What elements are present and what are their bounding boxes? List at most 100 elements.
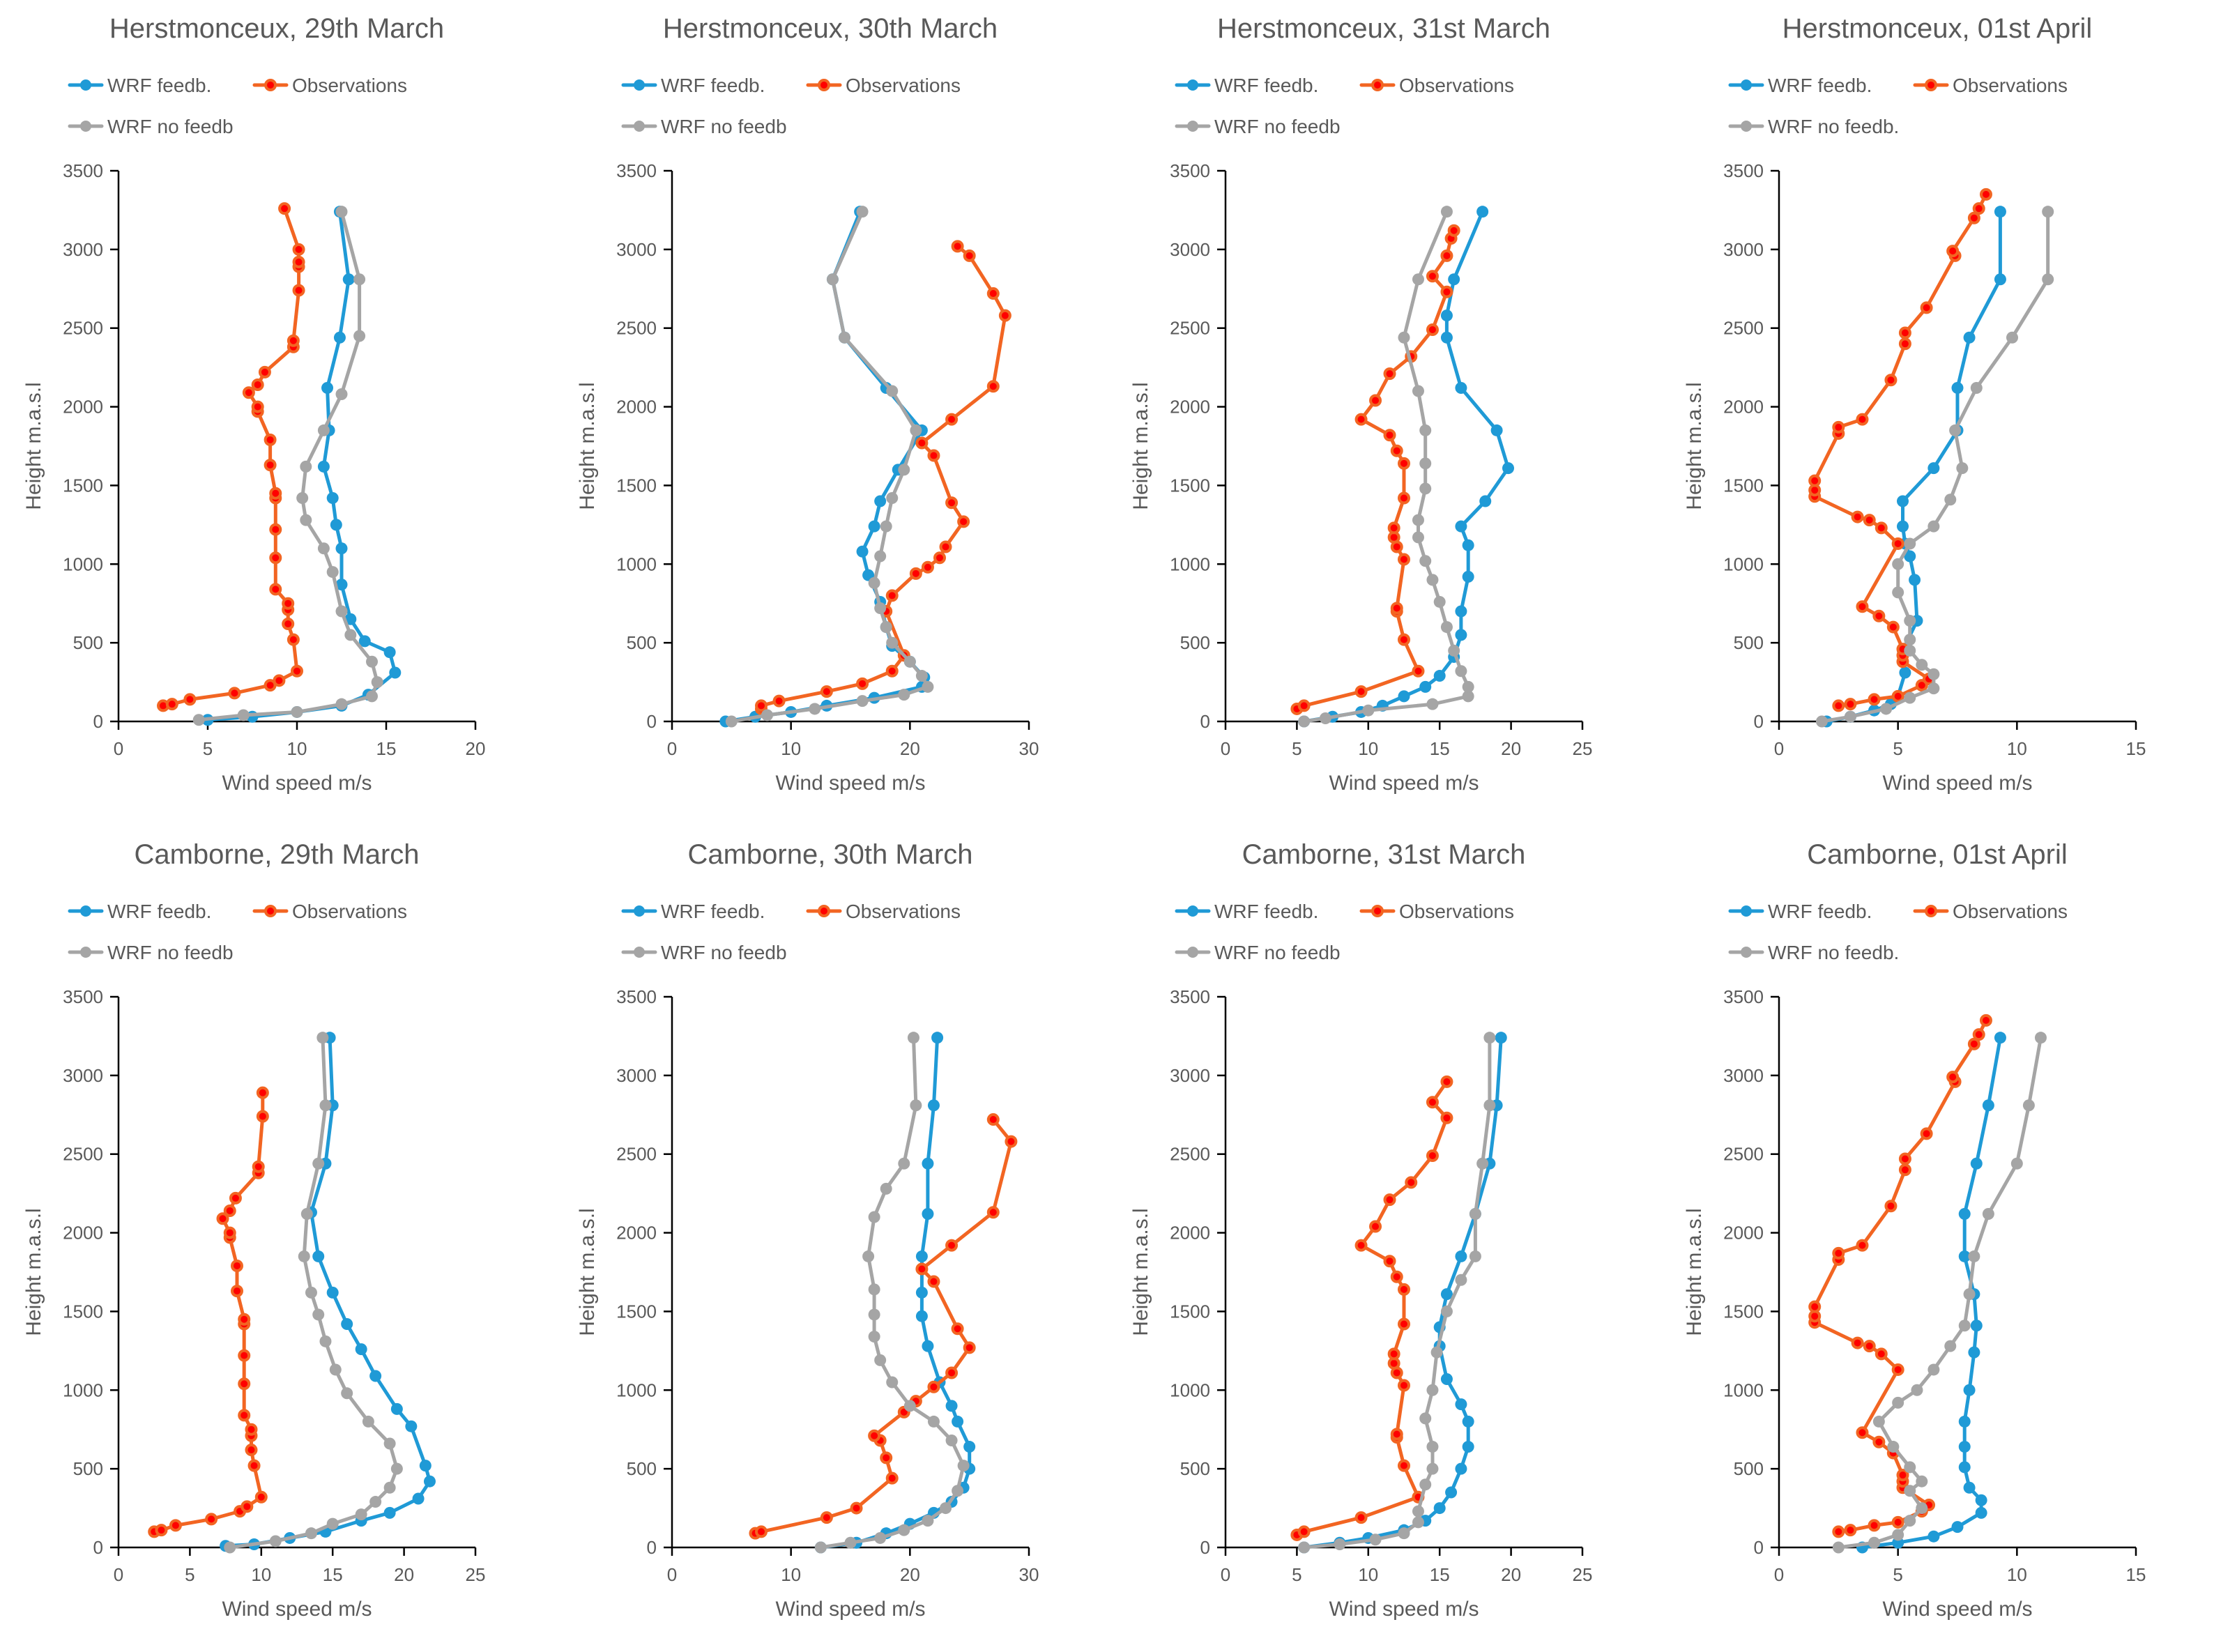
y-tick-label: 1000 — [63, 553, 103, 574]
data-point — [341, 1387, 353, 1400]
data-point — [1898, 1152, 1911, 1165]
y-tick-label: 0 — [93, 1537, 103, 1558]
legend-marker — [1741, 79, 1752, 91]
data-point — [390, 1402, 403, 1415]
data-point — [1909, 574, 1921, 586]
data-point — [1483, 1099, 1496, 1112]
data-point — [1398, 457, 1410, 470]
data-point — [355, 1343, 367, 1356]
data-point — [300, 1207, 313, 1220]
data-point — [1970, 1157, 1983, 1170]
chart-svg: Camborne, 31st March WRF feedb. Observatio… — [1129, 839, 1592, 1621]
data-point — [1462, 680, 1474, 693]
data-point — [826, 273, 839, 286]
chart-title: Camborne, 30th March — [687, 839, 972, 870]
series-line — [1826, 211, 2002, 724]
data-point — [1832, 1246, 1845, 1260]
data-point — [312, 1308, 325, 1321]
data-point — [1904, 691, 1916, 704]
data-point — [1419, 555, 1432, 567]
y-tick-label: 3000 — [1170, 239, 1210, 260]
y-tick-label: 500 — [1734, 632, 1764, 653]
legend-marker — [1187, 905, 1198, 917]
data-point — [957, 1460, 970, 1472]
x-tick-label: 15 — [1430, 1564, 1450, 1585]
legend-entry-wrf-feedb: WRF feedb. — [621, 901, 765, 922]
x-tick-label: 5 — [203, 738, 213, 759]
legend-marker — [634, 947, 645, 958]
data-point — [2034, 1032, 2047, 1044]
data-point — [1880, 703, 1893, 715]
data-point — [755, 699, 768, 712]
legend-entry-observations: Observations — [806, 901, 961, 922]
data-point — [886, 385, 899, 397]
data-point — [223, 1204, 236, 1217]
data-point — [927, 1415, 940, 1428]
data-point — [915, 1250, 928, 1262]
data-point — [1005, 1135, 1018, 1148]
data-point — [1298, 1541, 1311, 1554]
data-point — [856, 695, 869, 708]
data-point — [1856, 413, 1869, 426]
data-point — [986, 1113, 1000, 1126]
data-point — [1426, 574, 1439, 586]
data-point — [291, 705, 303, 718]
data-point — [1440, 1372, 1453, 1385]
data-point — [915, 1310, 928, 1322]
data-point — [1430, 1346, 1443, 1359]
data-point — [330, 519, 342, 531]
y-tick-label: 1000 — [616, 1379, 657, 1400]
legend-marker — [818, 905, 830, 917]
x-tick-label: 10 — [781, 1564, 801, 1585]
data-point — [931, 1032, 944, 1044]
series-wrf-feedb — [1298, 206, 1515, 728]
data-point — [1440, 1075, 1453, 1088]
chart-panel-herstmonceux-29th-march: Herstmonceux, 29th March WRF feedb. Observ… — [0, 0, 554, 826]
data-point — [192, 714, 205, 726]
data-point — [844, 1536, 857, 1549]
data-point — [886, 1376, 899, 1389]
data-point — [1832, 699, 1845, 712]
data-point — [344, 613, 357, 625]
y-tick-label: 2000 — [1170, 1223, 1210, 1244]
data-point — [868, 576, 880, 589]
data-point — [940, 1502, 952, 1515]
legend-label: WRF no feedb — [107, 116, 234, 137]
data-point — [1469, 1207, 1481, 1220]
data-point — [269, 487, 282, 500]
data-point — [1412, 385, 1424, 397]
data-point — [1412, 1505, 1424, 1517]
y-tick-label: 0 — [1754, 711, 1764, 732]
data-point — [1390, 602, 1403, 615]
data-point — [1419, 457, 1432, 470]
data-point — [868, 1429, 881, 1442]
x-tick-label: 0 — [1221, 738, 1230, 759]
data-point — [1398, 1459, 1410, 1472]
data-point — [898, 464, 910, 476]
legend-marker — [1925, 79, 1937, 91]
legend-entry-wrf-feedb: WRF feedb. — [621, 75, 765, 96]
x-tick-label: 20 — [394, 1564, 414, 1585]
data-point — [1426, 270, 1439, 283]
data-point — [371, 676, 383, 689]
y-tick-label: 2000 — [1170, 397, 1210, 418]
series-line — [1296, 1080, 1449, 1537]
chart-panel-camborne-31st-march: Camborne, 31st March WRF feedb. Observatio… — [1107, 826, 1660, 1652]
series-observations — [148, 1086, 269, 1538]
data-point — [1440, 1288, 1453, 1301]
data-point — [1405, 1176, 1418, 1189]
data-point — [1440, 331, 1453, 344]
data-point — [880, 1182, 892, 1195]
legend-marker — [80, 947, 91, 958]
data-point — [1354, 1239, 1368, 1252]
chart-title: Camborne, 29th March — [134, 839, 419, 870]
data-point — [1970, 381, 1983, 394]
y-tick-label: 2500 — [1170, 1144, 1210, 1165]
data-point — [1445, 1486, 1458, 1499]
x-tick-label: 5 — [1893, 738, 1902, 759]
data-point — [292, 284, 305, 297]
data-point — [312, 1157, 325, 1170]
data-point — [945, 496, 959, 510]
data-point — [850, 1501, 863, 1515]
data-point — [1891, 1363, 1904, 1376]
